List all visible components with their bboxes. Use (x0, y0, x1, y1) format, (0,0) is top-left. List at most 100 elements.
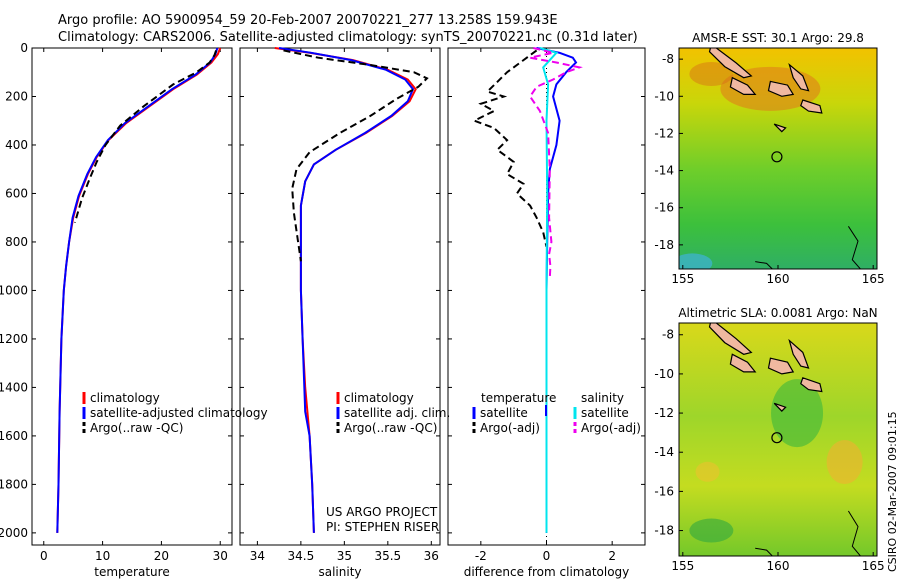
island-outline (800, 377, 823, 393)
x-tick-label-salinity: 35.5 (374, 549, 401, 563)
series-line-salinity-argo-adj- (528, 47, 583, 279)
legend-item-diff-temp: Argo(-adj) (480, 421, 540, 435)
low-anomaly-patch (689, 518, 734, 543)
legend-item-salinity: Argo(..raw -QC) (344, 421, 437, 435)
map-x-tick-label: 165 (862, 559, 885, 573)
map-y-tick-label: -8 (662, 328, 674, 342)
y-tick-label: 1200 (0, 332, 28, 346)
legend-item-diff-sal: Argo(-adj) (581, 421, 641, 435)
low-anomaly-patch (771, 379, 824, 448)
axes-frame-temperature (31, 47, 233, 546)
coastline (755, 547, 774, 556)
legend-item-diff-temp: satellite (480, 406, 528, 420)
legend-item-salinity: climatology (344, 391, 414, 405)
map-overlay-sla_map (689, 323, 863, 556)
map-y-tick-label: -16 (654, 201, 674, 215)
x-tick-label-salinity: 36 (424, 549, 439, 563)
x-tick-label-salinity: 34.5 (288, 549, 315, 563)
annotation-pi: PI: STEPHEN RISER (326, 520, 439, 534)
x-axis-label-difference: difference from climatology (464, 565, 630, 579)
map-y-tick-label: -12 (654, 126, 674, 140)
series-line-climatology (56, 47, 222, 533)
high-anomaly-patch (826, 440, 863, 485)
series-line-argo-raw-qc- (283, 49, 429, 262)
map-title-sst_map: AMSR-E SST: 30.1 Argo: 29.8 (692, 31, 864, 45)
cool-anomaly-patch (679, 253, 713, 269)
y-tick-label: 1600 (0, 429, 28, 443)
island-outline (788, 338, 810, 369)
series-line-satellite-adjusted-climatology (56, 47, 219, 533)
y-tick-label: 1000 (0, 283, 28, 297)
coastline (847, 510, 862, 556)
island-outline (708, 48, 753, 79)
map-x-tick-label: 160 (767, 272, 790, 286)
coastline (847, 226, 862, 269)
x-tick-label-temperature: 20 (154, 549, 169, 563)
annotation-project: US ARGO PROJECT (326, 505, 438, 519)
y-tick-label: 1800 (0, 477, 28, 491)
y-tick-label: 0 (20, 41, 28, 55)
x-axis-label-salinity: salinity (318, 565, 361, 579)
x-tick-label-temperature: 10 (95, 549, 110, 563)
series-line-argo-raw-qc- (73, 50, 218, 223)
map-x-tick-label: 155 (671, 559, 694, 573)
legend-heading-salinity: salinity (581, 391, 624, 405)
map-y-tick-label: -8 (662, 52, 674, 66)
y-tick-label: 800 (5, 235, 28, 249)
y-tick-label: 400 (5, 138, 28, 152)
legend-item-salinity: satellite adj. clim. (344, 406, 450, 420)
x-axis-label-temperature: temperature (94, 565, 169, 579)
map-x-tick-label: 155 (671, 272, 694, 286)
series-line-satellite-adj-clim- (278, 47, 415, 533)
island-outline (729, 353, 757, 373)
map-y-tick-label: -14 (654, 164, 674, 178)
legend-item-temperature: satellite-adjusted climatology (90, 406, 268, 420)
legend-item-temperature: Argo(..raw -QC) (90, 421, 183, 435)
map-x-tick-label: 160 (767, 559, 790, 573)
x-tick-label-difference: 0 (543, 549, 551, 563)
series-line-salinity-satellite (539, 47, 559, 533)
map-overlay-sst_map (679, 48, 862, 269)
map-x-tick-label: 165 (862, 272, 885, 286)
high-anomaly-patch (695, 461, 720, 482)
map-y-tick-label: -18 (654, 238, 674, 252)
island-outline (800, 99, 823, 114)
map-y-tick-label: -18 (654, 524, 674, 538)
legend-heading-temperature: temperature (481, 391, 556, 405)
warm-anomaly-patch (689, 62, 734, 86)
title-line-1: Argo profile: AO 5900954_59 20-Feb-2007 … (58, 13, 558, 28)
legend-item-temperature: climatology (90, 391, 160, 405)
x-tick-label-salinity: 35 (337, 549, 352, 563)
map-y-tick-label: -10 (654, 367, 674, 381)
legend-item-diff-sal: satellite (581, 406, 629, 420)
island-outline (773, 402, 787, 412)
island-outline (729, 76, 757, 96)
coastline (755, 261, 774, 269)
x-tick-label-temperature: 30 (213, 549, 228, 563)
y-tick-label: 200 (5, 89, 28, 103)
x-tick-label-difference: 2 (608, 549, 616, 563)
map-y-tick-label: -16 (654, 484, 674, 498)
island-outline (767, 80, 795, 97)
island-outline (773, 123, 787, 133)
y-tick-label: 600 (5, 186, 28, 200)
island-outline (708, 323, 753, 355)
axes-frame-salinity (239, 47, 441, 546)
x-tick-label-temperature: 0 (40, 549, 48, 563)
map-title-sla_map: Altimetric SLA: 0.0081 Argo: NaN (678, 306, 877, 320)
x-tick-label-salinity: 34 (250, 549, 265, 563)
island-outline (767, 357, 795, 375)
map-y-tick-label: -10 (654, 89, 674, 103)
x-tick-label-difference: -2 (475, 549, 487, 563)
series-line-temperature-argo-adj- (471, 49, 548, 248)
series-line-climatology (274, 47, 417, 533)
argo-position-marker (771, 151, 783, 163)
island-outline (788, 62, 810, 92)
y-tick-label: 2000 (0, 526, 28, 540)
map-y-tick-label: -12 (654, 406, 674, 420)
y-tick-label: 1400 (0, 380, 28, 394)
map-y-tick-label: -14 (654, 445, 674, 459)
argo-position-marker (771, 432, 783, 444)
title-line-2: Climatology: CARS2006. Satellite-adjuste… (58, 30, 638, 45)
